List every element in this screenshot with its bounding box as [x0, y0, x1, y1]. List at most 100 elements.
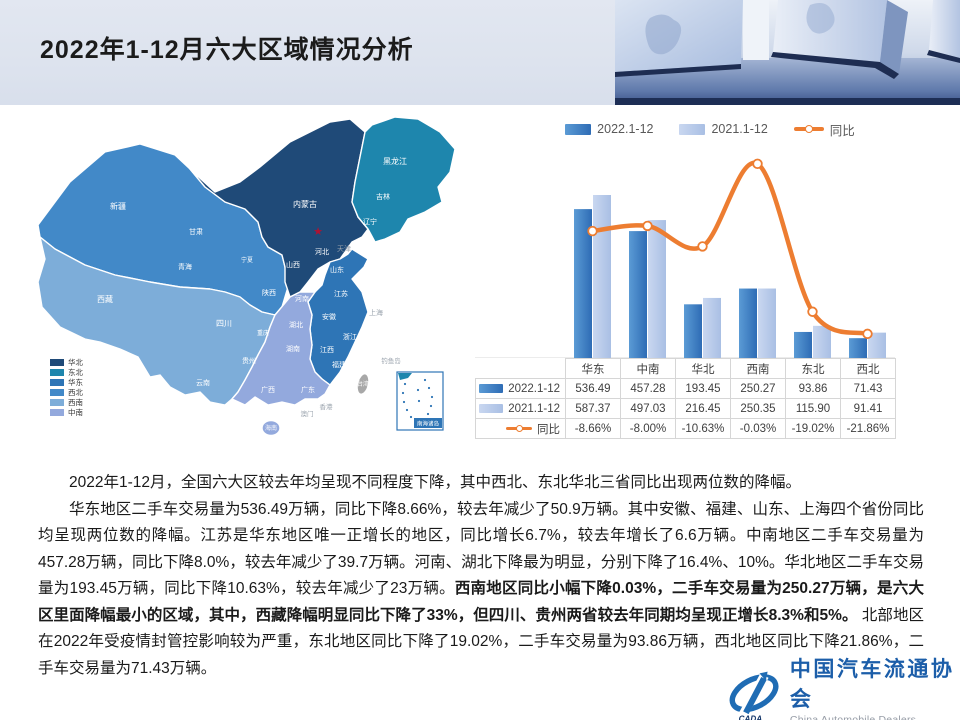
- map-legend-swatch: [50, 408, 64, 416]
- table-header-row: 华东 中南 华北 西南 东北 西北: [475, 358, 896, 379]
- province-label: 安徽: [322, 312, 336, 321]
- bar-2021.1-12-华北: [703, 297, 721, 358]
- province-label: 内蒙古: [293, 199, 317, 209]
- table-cell: 93.86: [785, 378, 841, 399]
- yoy-marker-中南: [642, 220, 653, 232]
- province-label: 宁夏: [241, 256, 253, 264]
- map-legend: 华北 东北 华东 西北 西南 中南: [50, 358, 83, 417]
- province-label: 四川: [216, 319, 232, 328]
- chart-legend-item: 同比: [793, 120, 855, 139]
- page-title: 2022年1-12月六大区域情况分析: [40, 36, 414, 64]
- yoy-marker-东北: [807, 306, 818, 317]
- line-swatch-icon: [793, 125, 824, 133]
- header-cubes-image: [615, 0, 960, 105]
- province-label: 河南: [295, 294, 309, 303]
- region-north: [189, 118, 369, 298]
- province-label: 天津: [337, 245, 351, 253]
- province-label: 澳门: [301, 409, 314, 418]
- province-label: 福建: [332, 360, 346, 369]
- province-label: 江西: [320, 346, 334, 354]
- bar-2022.1-12-西南: [739, 288, 757, 358]
- table-col-header: 西北: [840, 358, 896, 379]
- cada-logo: CADA 中国汽车流通协会 China Automobile Dealers A…: [726, 653, 960, 720]
- map-legend-label: 中南: [68, 407, 83, 417]
- china-region-map: ★ 南海诸岛 新疆 甘肃 青海 西藏 内蒙古 黑龙江 吉林 辽宁 宁夏 陕西 山西 河北 山东 河南 江苏安…: [30, 112, 470, 464]
- table-cell: -0.03%: [730, 418, 786, 439]
- header-banner: 2022年1-12月六大区域情况分析: [0, 0, 960, 105]
- province-label: 浙江: [343, 332, 357, 341]
- logo-name-cn: 中国汽车流通协会: [789, 658, 955, 711]
- map-legend-swatch: [50, 398, 64, 406]
- province-label: 河北: [315, 248, 329, 256]
- yoy-marker-华北: [697, 241, 708, 252]
- map-legend-item: 西北: [50, 387, 83, 397]
- line-marker-icon: [804, 125, 813, 133]
- table-cell: 216.45: [675, 398, 731, 419]
- bar-2022.1-12-华北: [684, 304, 702, 358]
- south-china-sea-inset: 南海诸岛: [396, 371, 444, 431]
- table-row-label-content: 2021.1-12: [477, 402, 565, 415]
- chart-legend-label: 同比: [829, 123, 855, 138]
- bar-2021.1-12-华东: [593, 195, 611, 358]
- map-legend-item: 中南: [50, 407, 83, 417]
- bar-2021.1-12-西北: [868, 332, 886, 358]
- table-corner-cell: [475, 358, 566, 379]
- table-cell: -21.86%: [840, 418, 896, 439]
- analysis-segment-bold: 西南地区同比小幅下降0.03%，二手车交易量为250.27万辆，是六大区里面降幅…: [38, 580, 924, 624]
- chart-plot-area: [475, 158, 895, 359]
- table-col-header: 西南: [730, 358, 786, 379]
- analysis-segment: 2022年1-12月，全国六大区较去年均呈现不同程度下降，其中西北、东北华北三省…: [69, 474, 802, 491]
- map-legend-item: 华东: [50, 377, 83, 387]
- province-label: 重庆: [257, 329, 269, 337]
- chart-legend-item: 2021.1-12: [679, 122, 768, 136]
- province-label: 山西: [286, 260, 300, 269]
- region-data-table: 华东 中南 华北 西南 东北 西北 2022.1-12 536.49 457.28 193.45 2…: [475, 358, 896, 439]
- map-legend-swatch: [50, 388, 64, 396]
- province-label: 广西: [261, 385, 275, 394]
- table-col-header: 华东: [565, 358, 621, 379]
- table-cell: 536.49: [565, 378, 621, 399]
- bar-2021.1-12-西南: [758, 288, 776, 358]
- province-label: 黑龙江: [383, 156, 407, 166]
- yoy-marker-西北: [862, 328, 873, 340]
- analysis-segment: 华东地区二手车交易量为536.49万辆，同比下降8.66%，较去年减少了50.9…: [38, 500, 924, 598]
- bar-swatch-icon: [565, 123, 592, 135]
- province-label: 广东: [301, 385, 315, 394]
- province-label: 湖南: [286, 344, 300, 353]
- table-cell: -8.00%: [620, 418, 676, 439]
- bar-2022.1-12-中南: [629, 231, 647, 358]
- map-legend-item: 西南: [50, 397, 83, 407]
- logo-name-en: China Automobile Dealers Association: [789, 714, 917, 720]
- map-legend-label: 西南: [68, 397, 83, 407]
- table-col-header: 中南: [620, 358, 676, 379]
- map-legend-item: 东北: [50, 367, 83, 377]
- bar-2022.1-12-西北: [849, 338, 867, 358]
- table-row-label-text: 2021.1-12: [508, 402, 560, 415]
- cada-logo-icon: CADA: [729, 671, 779, 720]
- map-legend-label: 东北: [68, 367, 83, 377]
- table-cell: 587.37: [565, 398, 621, 419]
- table-col-header: 华北: [675, 358, 731, 379]
- yoy-marker-华东: [587, 225, 598, 237]
- analysis-paragraph: 2022年1-12月，全国六大区较去年均呈现不同程度下降，其中西北、东北华北三省…: [38, 470, 924, 497]
- region-northeast: [351, 116, 456, 243]
- analysis-segment: 北部地区在2022年受疫情封管控影响较为严重，东北地区同比下降了19.02%，二…: [38, 606, 925, 677]
- province-label: 辽宁: [363, 217, 377, 226]
- map-legend-label: 华东: [68, 377, 83, 387]
- table-row-label: 同比: [475, 418, 566, 439]
- table-cell: 71.43: [840, 378, 896, 399]
- chart-legend-label: 2022.1-12: [597, 122, 654, 136]
- bar-2021.1-12-东北: [813, 325, 831, 358]
- table-row-label-text: 2022.1-12: [508, 382, 560, 395]
- province-label: 贵州: [242, 356, 256, 365]
- beijing-marker-icon: ★: [313, 226, 323, 238]
- inset-label: 南海诸岛: [417, 420, 440, 428]
- table-row: 2021.1-12 587.37 497.03 216.45 250.35 115.90 9…: [475, 398, 896, 419]
- analysis-paragraph: 华东地区二手车交易量为536.49万辆，同比下降8.66%，较去年减少了50.9…: [38, 497, 924, 683]
- province-label: 青海: [178, 262, 192, 271]
- map-legend-label: 西北: [68, 387, 83, 397]
- table-row-label: 2021.1-12: [475, 398, 566, 419]
- yoy-marker-西南: [752, 158, 763, 170]
- table-cell: 115.90: [785, 398, 841, 419]
- table-row-label-content: 2022.1-12: [477, 382, 565, 395]
